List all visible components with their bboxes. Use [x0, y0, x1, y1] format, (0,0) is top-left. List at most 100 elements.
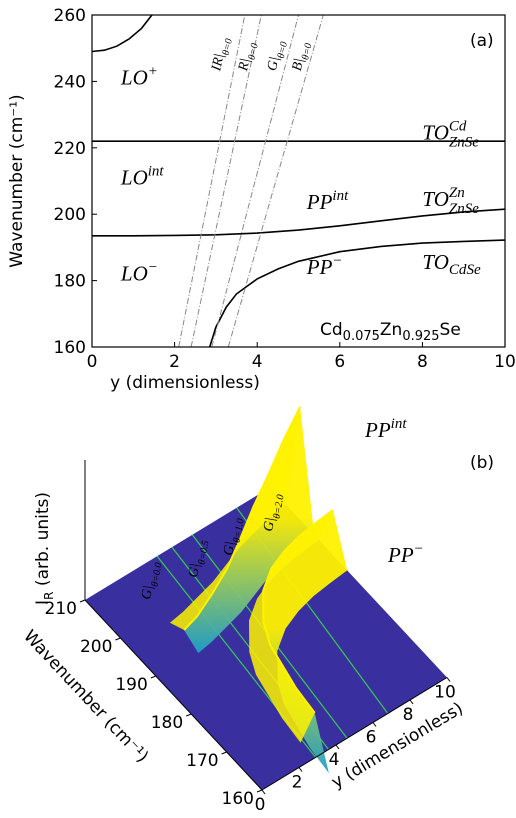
- x-tick-label: 10: [494, 352, 516, 372]
- annotation: LO+: [120, 64, 158, 90]
- y-tick: [186, 713, 192, 717]
- x-tick: [335, 744, 340, 750]
- curve: [178, 15, 246, 347]
- annotation-sub: θ=0.0: [149, 562, 164, 588]
- curve: [92, 208, 505, 237]
- panel-label: (a): [470, 31, 494, 51]
- annotation-sub: CdSe: [449, 262, 481, 278]
- y-tick-label: 170: [186, 751, 218, 771]
- y-tick: [79, 599, 86, 603]
- material-sub: 0.925: [402, 329, 439, 344]
- annotation-text: G|: [139, 584, 156, 600]
- x-tick-label: 0: [255, 795, 266, 815]
- annotation-text: PP: [306, 190, 333, 214]
- annotation: PP−: [387, 541, 424, 567]
- x-tick: [372, 722, 377, 727]
- annotation-sup: int: [148, 163, 165, 179]
- ridge-crest: [183, 406, 301, 631]
- annotation-text: LO: [120, 165, 148, 189]
- y-tick-label: 160: [222, 789, 254, 809]
- x-tick-label: 4: [329, 750, 340, 770]
- annotation-text: I: [33, 600, 53, 605]
- material-text: Se: [440, 320, 461, 340]
- x-axis-label: y (dimensionless): [110, 373, 260, 393]
- annotation-sup: int: [332, 188, 349, 204]
- annotation: G|θ=0.5: [186, 538, 211, 579]
- x-tick-label: 8: [403, 705, 414, 725]
- annotation-sup: −: [148, 260, 158, 276]
- annotation-text: LO: [120, 262, 148, 286]
- x-tick: [298, 767, 303, 772]
- annotation-text: PP: [306, 255, 333, 279]
- annotation: G|θ=2.0: [261, 492, 286, 533]
- x-tick: [409, 699, 414, 705]
- y-tick-label: 220: [54, 139, 86, 159]
- annotation-text: TO: [422, 121, 448, 145]
- curve: [208, 239, 505, 347]
- annotation-text: R|: [236, 57, 253, 73]
- material-label: Cd0.075Zn0.925Se: [320, 320, 461, 344]
- annotation-sub: ZnSe: [449, 201, 479, 217]
- annotation-sub: ZnSe: [449, 135, 479, 151]
- annotation: IR|θ=0: [209, 36, 235, 74]
- annotation: PP−: [306, 253, 343, 279]
- annotation: PPint: [364, 416, 407, 442]
- annotation-sup: −: [332, 253, 342, 269]
- annotation-text: LO: [120, 66, 148, 90]
- curve: [190, 15, 262, 347]
- annotation-text: IR|: [209, 52, 227, 73]
- annotation: G|θ=0: [265, 39, 290, 73]
- annotation: IR (arb. units): [33, 492, 56, 605]
- annotation-sub: R: [42, 591, 56, 600]
- annotation-sub: θ=0.5: [196, 540, 211, 566]
- x-tick-label: 8: [417, 352, 428, 372]
- annotation-sub: θ=0: [247, 42, 261, 61]
- y-tick: [150, 675, 156, 679]
- annotation: TOCd ZnSe: [422, 119, 479, 151]
- ridge-surface: [263, 510, 348, 774]
- curve: [227, 15, 324, 347]
- annotation: G|θ=0.0: [139, 560, 164, 601]
- plot-frame: [91, 14, 506, 348]
- y-tick-label: 180: [151, 713, 183, 733]
- annotation-text: TO: [422, 187, 448, 211]
- annotation-sup: −: [414, 541, 424, 557]
- front-edge: [261, 677, 448, 791]
- x-tick: [446, 677, 451, 682]
- curve: [92, 15, 153, 53]
- annotation-text: B|: [290, 57, 307, 72]
- ridge-crest: [262, 509, 334, 714]
- panel-label: (b): [470, 453, 494, 473]
- y-tick-label: 200: [80, 637, 112, 657]
- curve: [211, 15, 299, 347]
- annotation: PPint: [306, 188, 349, 214]
- annotation-after: (arb. units): [33, 492, 53, 591]
- y-tick: [221, 751, 227, 755]
- ridge-back: [249, 510, 334, 743]
- annotation-text: PP: [387, 543, 414, 567]
- annotation-text: G|: [261, 516, 278, 532]
- annotation-text: TO: [422, 250, 448, 274]
- x-tick-label: 6: [366, 728, 377, 748]
- annotation-sub: θ=0: [300, 42, 314, 61]
- annotation-sup: +: [148, 64, 158, 80]
- material-sub: 0.075: [343, 329, 380, 344]
- y-tick-label: 210: [45, 599, 77, 619]
- y-tick: [256, 789, 263, 793]
- annotation-sup: Cd: [449, 119, 467, 135]
- x-tick-label: 0: [87, 352, 98, 372]
- x-tick-label: 10: [434, 683, 456, 703]
- annotation-text: G|: [265, 55, 283, 72]
- annotation: B|θ=0: [290, 41, 315, 74]
- annotation-sub: θ=1.0: [231, 518, 246, 544]
- annotation-text: G|: [221, 540, 238, 556]
- annotation: LO−: [120, 260, 158, 286]
- y-tick-label: 260: [54, 6, 86, 26]
- annotation: R|θ=0: [236, 41, 261, 74]
- y-tick-label: 180: [54, 272, 86, 292]
- annotation-text: PP: [364, 418, 391, 442]
- annotation-sub: θ=0: [221, 38, 235, 57]
- material-text: Cd: [320, 320, 343, 340]
- y-tick-label: 200: [54, 205, 86, 225]
